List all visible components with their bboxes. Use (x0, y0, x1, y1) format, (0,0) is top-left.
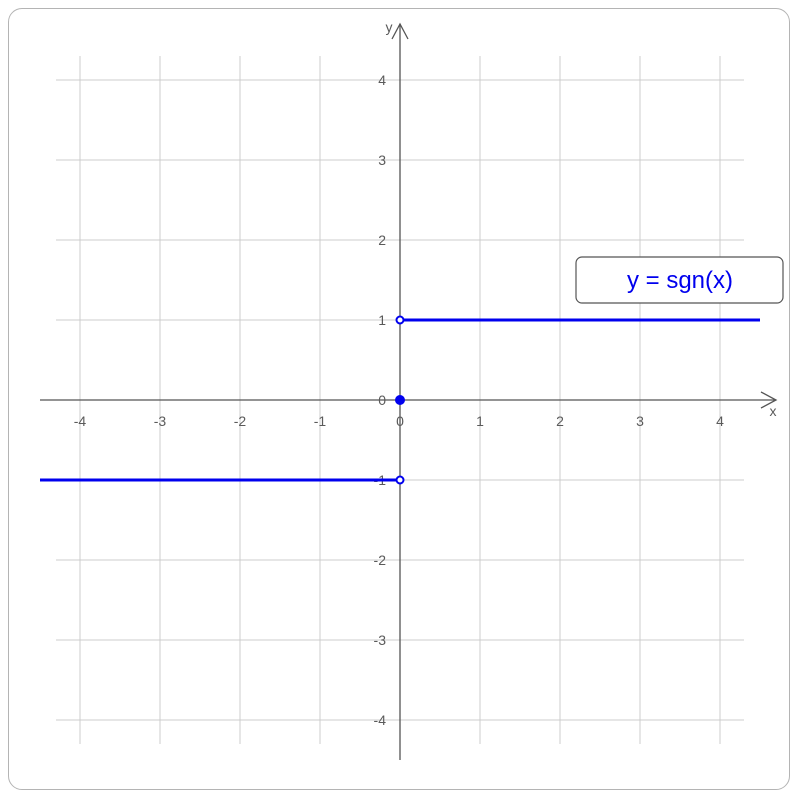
x-tick-label: -1 (314, 413, 327, 429)
y-tick-label: 4 (378, 72, 386, 88)
y-tick-label: -3 (374, 632, 387, 648)
y-axis-label: y (386, 19, 393, 35)
y-axis-arrow (391, 22, 409, 40)
x-axis-arrow (760, 391, 778, 409)
x-tick-label: 4 (716, 413, 724, 429)
x-tick-label: 3 (636, 413, 644, 429)
filled-point (395, 395, 405, 405)
legend-label: y = sgn(x) (627, 267, 733, 294)
x-tick-label: 2 (556, 413, 564, 429)
y-tick-label: 0 (378, 392, 386, 408)
axes: xy (40, 19, 778, 760)
open-point (395, 475, 405, 485)
x-tick-label: 1 (476, 413, 484, 429)
x-tick-label: -2 (234, 413, 247, 429)
x-tick-label: -3 (154, 413, 167, 429)
y-tick-label: 2 (378, 232, 386, 248)
y-tick-label: 3 (378, 152, 386, 168)
x-tick-label: 0 (396, 413, 404, 429)
legend-box (575, 256, 784, 304)
open-point (395, 315, 405, 325)
legend: y = sgn(x) (575, 256, 784, 304)
y-tick-label: 1 (378, 312, 386, 328)
x-axis-label: x (770, 403, 777, 419)
y-tick-label: -4 (374, 712, 387, 728)
y-tick-label: -2 (374, 552, 387, 568)
series-sgn (40, 315, 760, 485)
x-tick-label: -4 (74, 413, 87, 429)
